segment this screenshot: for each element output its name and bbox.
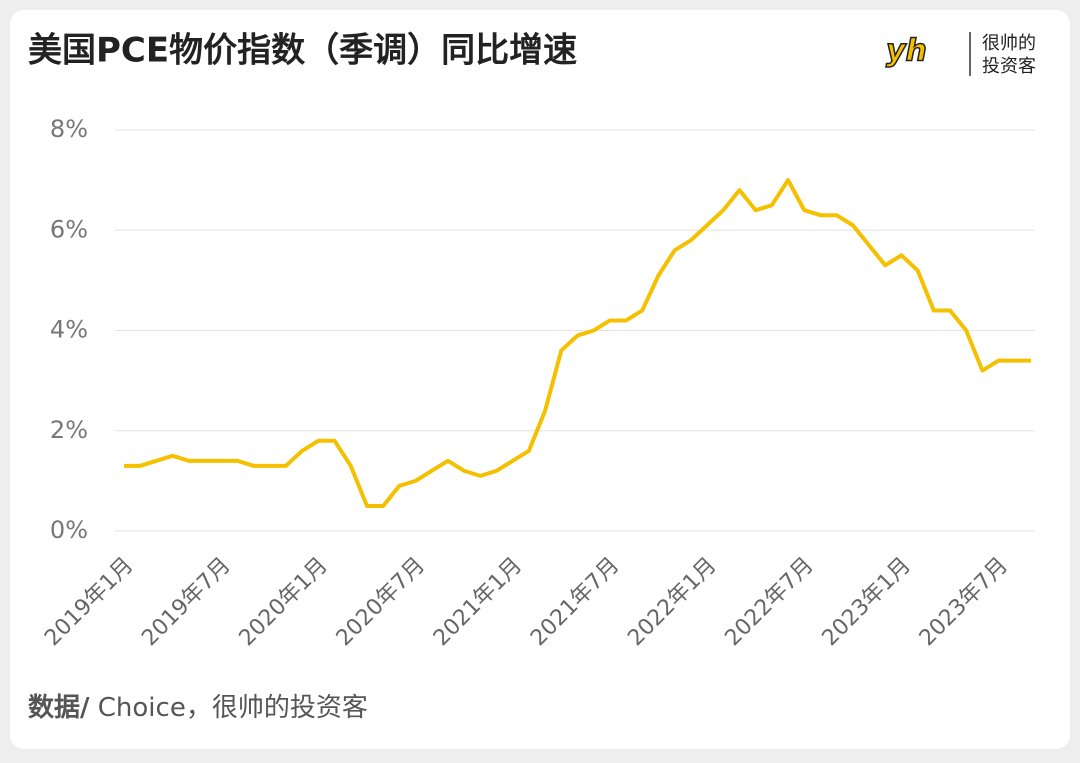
source: 数据/ Choice，很帅的投资客: [28, 693, 368, 723]
chart-title: 美国PCE物价指数（季调）同比增速: [28, 31, 577, 71]
y-tick-label: 6%: [50, 215, 88, 243]
y-tick-label: 2%: [50, 416, 88, 444]
card: [10, 10, 1070, 749]
line: [124, 178, 1031, 508]
y-tick-label: 8%: [50, 115, 88, 143]
y-tick-label: 4%: [50, 316, 88, 344]
logo-text: 投资客: [982, 56, 1036, 77]
logo-text: 很帅的: [982, 33, 1036, 54]
source-label: 数据/: [28, 693, 90, 723]
y-tick-label: 0%: [50, 516, 88, 544]
source-text: Choice，很帅的投资客: [90, 693, 368, 723]
logo: yh 很帅的 投资客: [885, 32, 1036, 77]
logo-mark: yh: [886, 34, 927, 69]
